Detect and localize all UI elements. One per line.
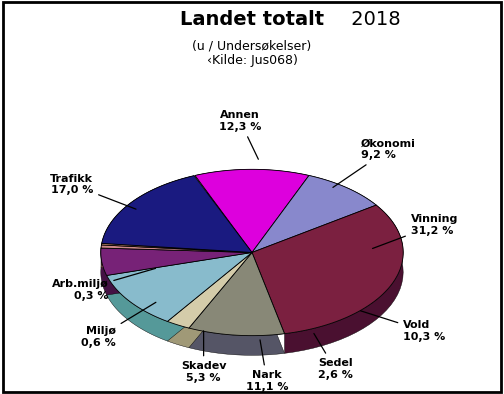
Polygon shape <box>101 248 252 295</box>
Polygon shape <box>252 205 403 334</box>
Polygon shape <box>252 175 376 253</box>
Polygon shape <box>195 169 309 253</box>
Text: Skadev
5,3 %: Skadev 5,3 % <box>181 331 226 383</box>
Text: Sedel
2,6 %: Sedel 2,6 % <box>314 333 353 380</box>
Polygon shape <box>252 205 403 353</box>
Text: Trafikk
17,0 %: Trafikk 17,0 % <box>50 174 136 209</box>
Polygon shape <box>107 253 252 341</box>
Text: (u / Undersøkelser): (u / Undersøkelser) <box>193 39 311 52</box>
Polygon shape <box>167 253 252 328</box>
Text: Annen
12,3 %: Annen 12,3 % <box>219 110 261 159</box>
Polygon shape <box>102 176 252 272</box>
Polygon shape <box>101 243 252 272</box>
Polygon shape <box>101 248 252 275</box>
Polygon shape <box>101 243 252 253</box>
Polygon shape <box>167 253 252 348</box>
Text: Vold
10,3 %: Vold 10,3 % <box>360 311 446 342</box>
Text: Arb.miljø
0,3 %: Arb.miljø 0,3 % <box>51 268 156 301</box>
Text: 2018: 2018 <box>345 10 401 29</box>
Text: Vinning
31,2 %: Vinning 31,2 % <box>372 214 458 249</box>
Text: ‹Kilde: Jus068): ‹Kilde: Jus068) <box>207 54 297 67</box>
Polygon shape <box>195 169 309 272</box>
Text: Økonomi
9,2 %: Økonomi 9,2 % <box>333 139 416 188</box>
Polygon shape <box>252 175 376 272</box>
Polygon shape <box>189 253 285 336</box>
Polygon shape <box>107 253 252 322</box>
Polygon shape <box>101 245 252 272</box>
Polygon shape <box>101 245 252 253</box>
Polygon shape <box>189 253 285 355</box>
Text: Miljø
0,6 %: Miljø 0,6 % <box>81 302 156 348</box>
Text: Landet totalt: Landet totalt <box>180 10 324 29</box>
Polygon shape <box>102 176 252 253</box>
Text: Nark
11,1 %: Nark 11,1 % <box>246 340 288 392</box>
